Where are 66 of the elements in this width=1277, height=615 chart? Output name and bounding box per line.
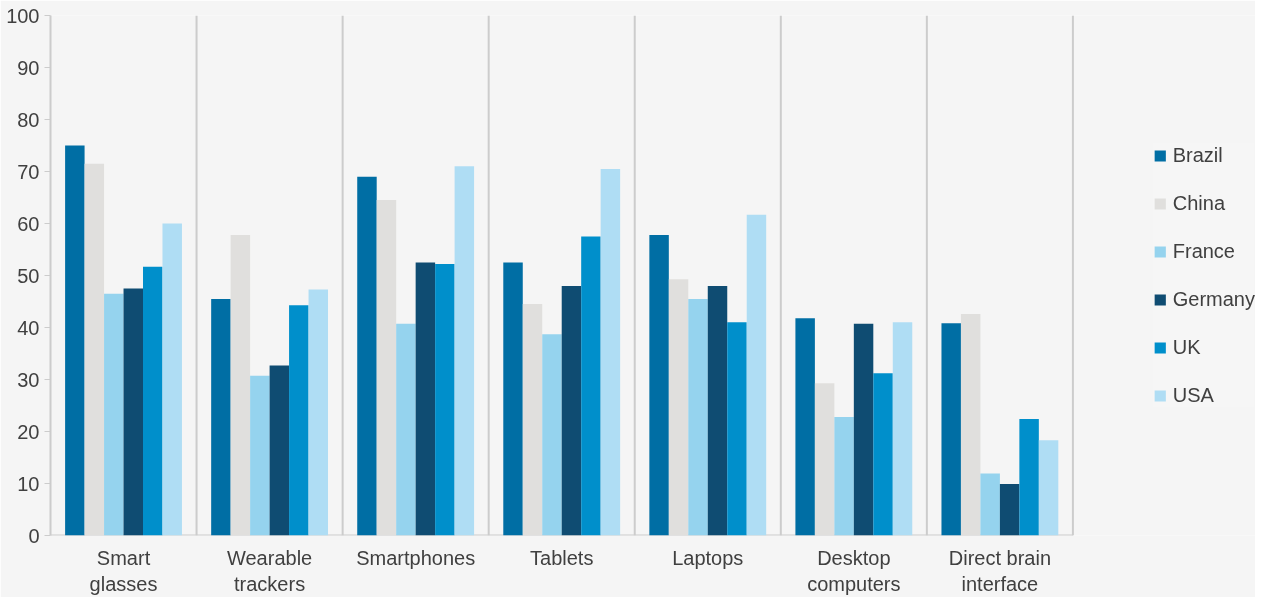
bar: [1038, 440, 1059, 536]
bar: [65, 145, 85, 536]
bar: [123, 288, 144, 536]
y-tick-label: 10: [17, 472, 40, 495]
bar: [688, 298, 708, 536]
x-tick-label: Smartphones: [356, 546, 476, 569]
y-tick-label: 50: [17, 264, 40, 287]
bar: [396, 323, 416, 536]
bar: [503, 262, 523, 536]
y-tick-label: 30: [17, 368, 40, 391]
bar: [376, 200, 397, 536]
x-tick-label: Direct brain interface: [948, 546, 1052, 595]
x-tick-label: Wearable trackers: [226, 546, 313, 595]
legend-label: Brazil: [1172, 143, 1223, 167]
bar: [1019, 419, 1039, 536]
y-tick-label: 40: [17, 316, 40, 339]
bar: [308, 289, 329, 536]
bar: [649, 234, 669, 536]
bar: [162, 223, 182, 536]
bar: [999, 484, 1020, 536]
bar: [707, 285, 728, 536]
legend-label: China: [1172, 191, 1226, 215]
y-tick-label: 20: [17, 420, 40, 443]
legend-label: France: [1172, 239, 1235, 263]
bar: [892, 322, 913, 536]
bar: [980, 473, 1000, 536]
bar: [873, 373, 893, 536]
bar: [84, 163, 105, 536]
bar: [415, 262, 436, 536]
bar: [143, 266, 163, 536]
bar: [357, 176, 377, 536]
bar: [581, 236, 601, 536]
y-tick-label: 100: [6, 4, 40, 27]
bar: [668, 279, 689, 536]
bar: [814, 383, 835, 536]
y-tick-label: 60: [17, 212, 40, 235]
y-tick-label: 80: [17, 108, 40, 131]
bar: [795, 318, 815, 536]
bar: [211, 298, 231, 536]
y-tick-label: 70: [17, 160, 40, 183]
x-tick-label: Laptops: [672, 546, 744, 569]
bar: [104, 293, 124, 536]
bar: [561, 285, 582, 536]
bar: [269, 365, 290, 536]
bar: [435, 264, 455, 536]
bar: [230, 234, 251, 536]
bar: [746, 214, 767, 536]
bar: [522, 304, 543, 536]
bar: [250, 375, 270, 536]
y-tick-label: 0: [28, 524, 40, 547]
bar: [454, 166, 475, 536]
x-tick-label: Desktop computers: [807, 546, 901, 595]
bar: [542, 334, 562, 536]
x-tick-label: Smart glasses: [89, 546, 158, 595]
bar: [853, 323, 874, 536]
legend-label: Germany: [1172, 287, 1255, 311]
bar: [600, 168, 621, 536]
legend-label: USA: [1172, 383, 1214, 407]
legend-label: UK: [1172, 335, 1201, 359]
bar: [960, 313, 981, 536]
y-tick-label: 90: [17, 56, 40, 79]
bar: [727, 322, 747, 536]
x-tick-label: Tablets: [530, 546, 594, 569]
bar: [834, 416, 854, 536]
bar: [941, 323, 961, 536]
bar: [289, 305, 309, 536]
